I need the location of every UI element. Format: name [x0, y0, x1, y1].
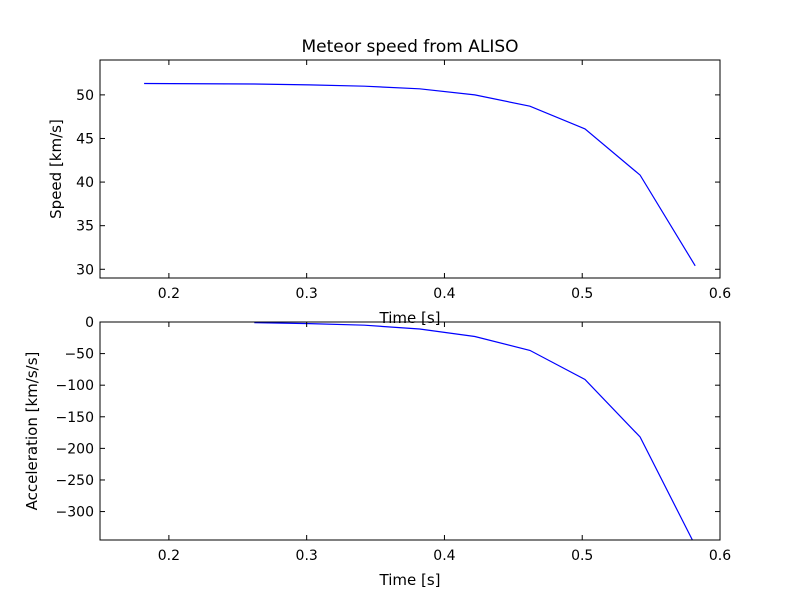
subplot-1: 0.2 0.3 0.4 0.5 0.6 30 35 40 45 50 Time [s] Speed […	[47, 37, 731, 327]
y-tick-label: −300	[56, 505, 94, 521]
y-tick-label: −100	[56, 378, 94, 394]
x-tick-label: 0.5	[571, 286, 593, 302]
y-tick-label: −150	[56, 410, 94, 426]
x-tick-label: 0.6	[709, 548, 731, 564]
y-tick-label: 50	[76, 88, 94, 104]
x-tick-label: 0.2	[158, 286, 180, 302]
x-tick-label: 0.4	[433, 548, 455, 564]
y-tick-label: −50	[64, 347, 94, 363]
subplot-2: 0.2 0.3 0.4 0.5 0.6 0 −50 −100 −150 −200 −250 −300 T…	[23, 315, 731, 589]
x-tick-label: 0.3	[296, 548, 318, 564]
x-tick-label: 0.6	[709, 286, 731, 302]
x-axis-label: Time [s]	[379, 571, 441, 589]
series-line-1	[254, 322, 693, 540]
x-tick-label: 0.4	[433, 286, 455, 302]
y-tick-label: 40	[76, 175, 94, 191]
y-tick-label: −200	[56, 441, 94, 457]
x-tick-label: 0.2	[158, 548, 180, 564]
y-tick-label: 30	[76, 262, 94, 278]
x-axis-label: Time [s]	[379, 309, 441, 327]
x-tick-label: 0.3	[296, 286, 318, 302]
y-tick-label: −250	[56, 473, 94, 489]
plot-frame	[99, 321, 721, 541]
chart-title: Meteor speed from ALISO	[301, 37, 518, 57]
y-axis-label: Acceleration [km/s/s]	[23, 352, 41, 511]
y-tick-label: 0	[85, 315, 94, 331]
y-tick-label: 45	[76, 131, 94, 147]
x-tick-label: 0.5	[571, 548, 593, 564]
series-line-1	[144, 82, 696, 267]
plot-frame	[99, 59, 721, 279]
y-axis-label: Speed [km/s]	[47, 119, 65, 219]
y-tick-label: 35	[76, 219, 94, 235]
